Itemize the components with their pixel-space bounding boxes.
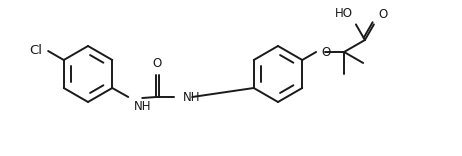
Text: O: O <box>378 8 387 21</box>
Text: O: O <box>152 57 162 70</box>
Text: O: O <box>321 46 330 58</box>
Text: HO: HO <box>335 7 353 20</box>
Text: NH: NH <box>134 100 152 113</box>
Text: NH: NH <box>183 90 201 103</box>
Text: Cl: Cl <box>29 44 42 56</box>
